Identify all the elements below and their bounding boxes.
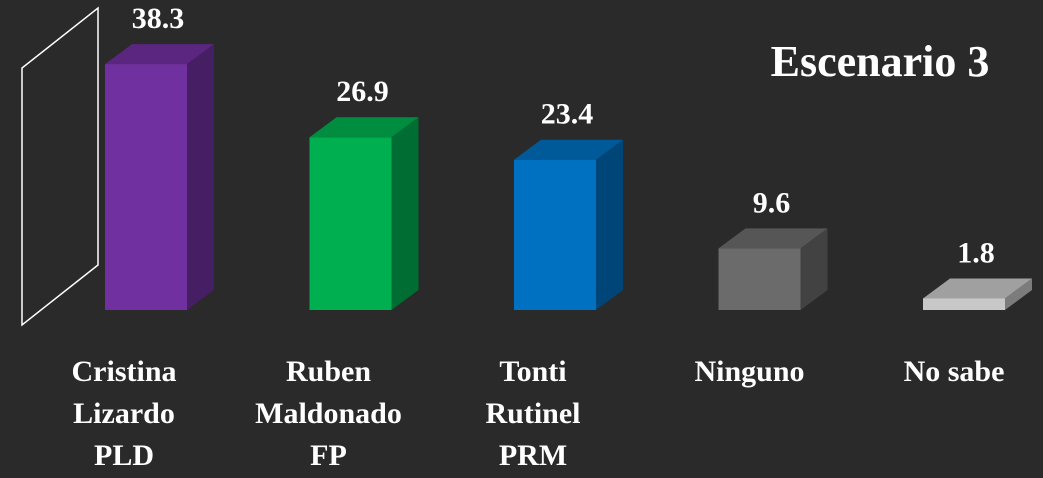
x-tick-label: Ruben (286, 355, 371, 388)
bar-top (923, 278, 1032, 299)
bar-top (718, 228, 828, 249)
bar (923, 298, 1005, 310)
value-label: 26.9 (336, 75, 389, 108)
bar-side (391, 117, 419, 310)
x-tick-label: Maldonado (255, 397, 402, 430)
bar-top (514, 139, 623, 160)
value-label: 9.6 (753, 186, 791, 219)
x-tick-label: Ninguno (694, 355, 804, 388)
chart-title: Escenario 3 (771, 37, 990, 86)
decor-outline (21, 6, 99, 327)
x-tick-label: Rutinel (485, 397, 580, 430)
x-tick-label: Cristina (72, 355, 177, 388)
bar-top (309, 117, 419, 138)
bar (718, 248, 801, 310)
x-tick-label: FP (310, 439, 347, 472)
value-label: 38.3 (132, 2, 185, 35)
x-tick-label: No sabe (904, 355, 1005, 388)
bar-side (800, 228, 828, 310)
x-tick-label: PRM (499, 439, 567, 472)
x-tick-label: PLD (94, 439, 154, 472)
value-label: 1.8 (957, 236, 995, 269)
bar (514, 159, 596, 310)
x-tick-label: Lizardo (73, 397, 175, 430)
bar-side (596, 139, 623, 310)
bar-side (187, 44, 214, 310)
x-tick-label: Tonti (499, 355, 566, 388)
bar (105, 64, 187, 310)
value-label: 23.4 (541, 98, 594, 131)
bar (309, 137, 392, 310)
bar-top (105, 44, 214, 65)
bar-side (1005, 278, 1032, 310)
